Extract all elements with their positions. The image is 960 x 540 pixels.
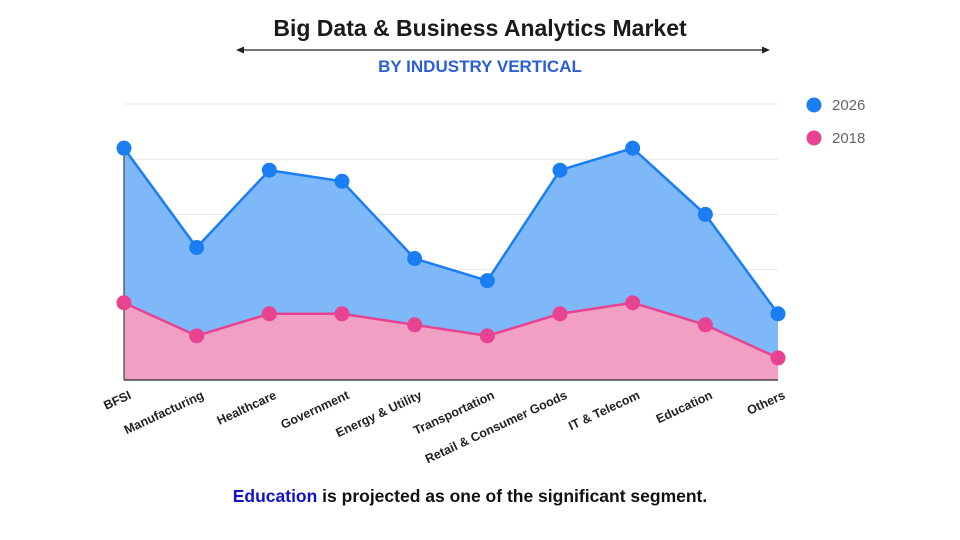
x-tick-label: Others: [745, 388, 787, 418]
x-tick-label: IT & Telecom: [566, 388, 642, 433]
point-2018: [261, 306, 277, 322]
series-areas: [122, 146, 780, 380]
legend-label-2018: 2018: [832, 130, 865, 147]
point-2018: [697, 317, 713, 333]
title-arrow: [236, 46, 770, 54]
point-2018: [770, 350, 786, 366]
point-2026: [189, 240, 205, 256]
line-2018: [123, 301, 779, 360]
x-tick-label: Manufacturing: [122, 388, 206, 437]
legend-marker-2026: [806, 97, 822, 113]
point-2026: [697, 206, 713, 222]
x-tick-label: Healthcare: [215, 388, 279, 428]
point-2026: [261, 162, 277, 178]
point-2026: [770, 306, 786, 322]
legend-label-2026: 2026: [832, 97, 865, 114]
point-2026: [407, 251, 423, 267]
series-points: [116, 140, 786, 366]
point-2026: [334, 173, 350, 189]
chart-title: Big Data & Business Analytics Market: [273, 15, 687, 41]
point-2018: [189, 328, 205, 344]
point-2018: [625, 295, 641, 311]
point-2018: [407, 317, 423, 333]
legend: 2026 2018: [806, 97, 865, 147]
x-tick-label: Education: [654, 388, 715, 426]
point-2026: [625, 140, 641, 156]
footer-note: Education is projected as one of the sig…: [0, 486, 940, 507]
point-2018: [334, 306, 350, 322]
point-2018: [552, 306, 568, 322]
point-2018: [116, 295, 132, 311]
chart-subtitle: BY INDUSTRY VERTICAL: [378, 57, 582, 76]
point-2018: [479, 328, 495, 344]
point-2026: [479, 273, 495, 289]
area-2018: [124, 302, 778, 380]
legend-marker-2018: [806, 130, 822, 146]
x-tick-label: BFSI: [102, 388, 134, 413]
axes: [123, 148, 778, 381]
footer-text: is projected as one of the significant s…: [317, 486, 708, 506]
point-2026: [552, 162, 568, 178]
footer-highlight: Education: [232, 486, 318, 506]
point-2026: [116, 140, 132, 156]
line-2026: [122, 146, 780, 315]
